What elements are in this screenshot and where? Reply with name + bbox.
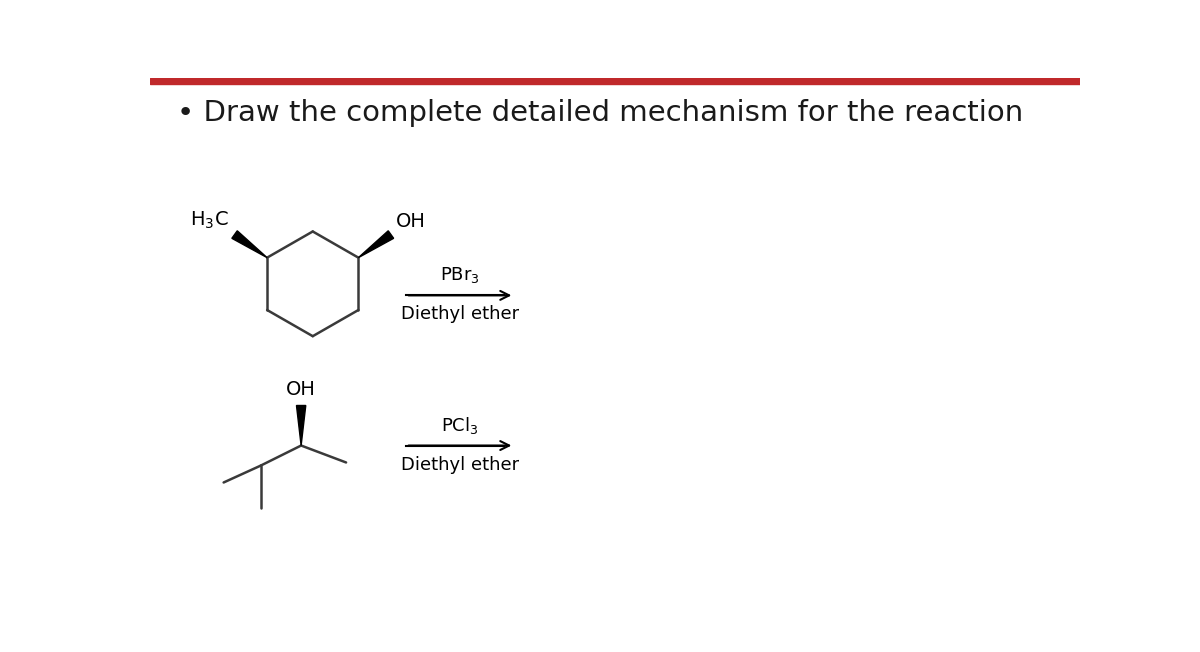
Polygon shape: [359, 231, 394, 258]
Text: PCl$_3$: PCl$_3$: [442, 415, 479, 436]
Text: OH: OH: [286, 380, 316, 399]
Bar: [150, 78, 1080, 83]
Text: Diethyl ether: Diethyl ether: [401, 305, 520, 323]
Polygon shape: [296, 406, 306, 445]
Text: OH: OH: [396, 212, 426, 231]
Polygon shape: [232, 231, 268, 258]
Text: Diethyl ether: Diethyl ether: [401, 456, 520, 473]
Text: • Draw the complete detailed mechanism for the reaction: • Draw the complete detailed mechanism f…: [178, 99, 1024, 127]
Text: H$_3$C: H$_3$C: [191, 209, 229, 231]
Text: PBr$_3$: PBr$_3$: [440, 265, 480, 286]
